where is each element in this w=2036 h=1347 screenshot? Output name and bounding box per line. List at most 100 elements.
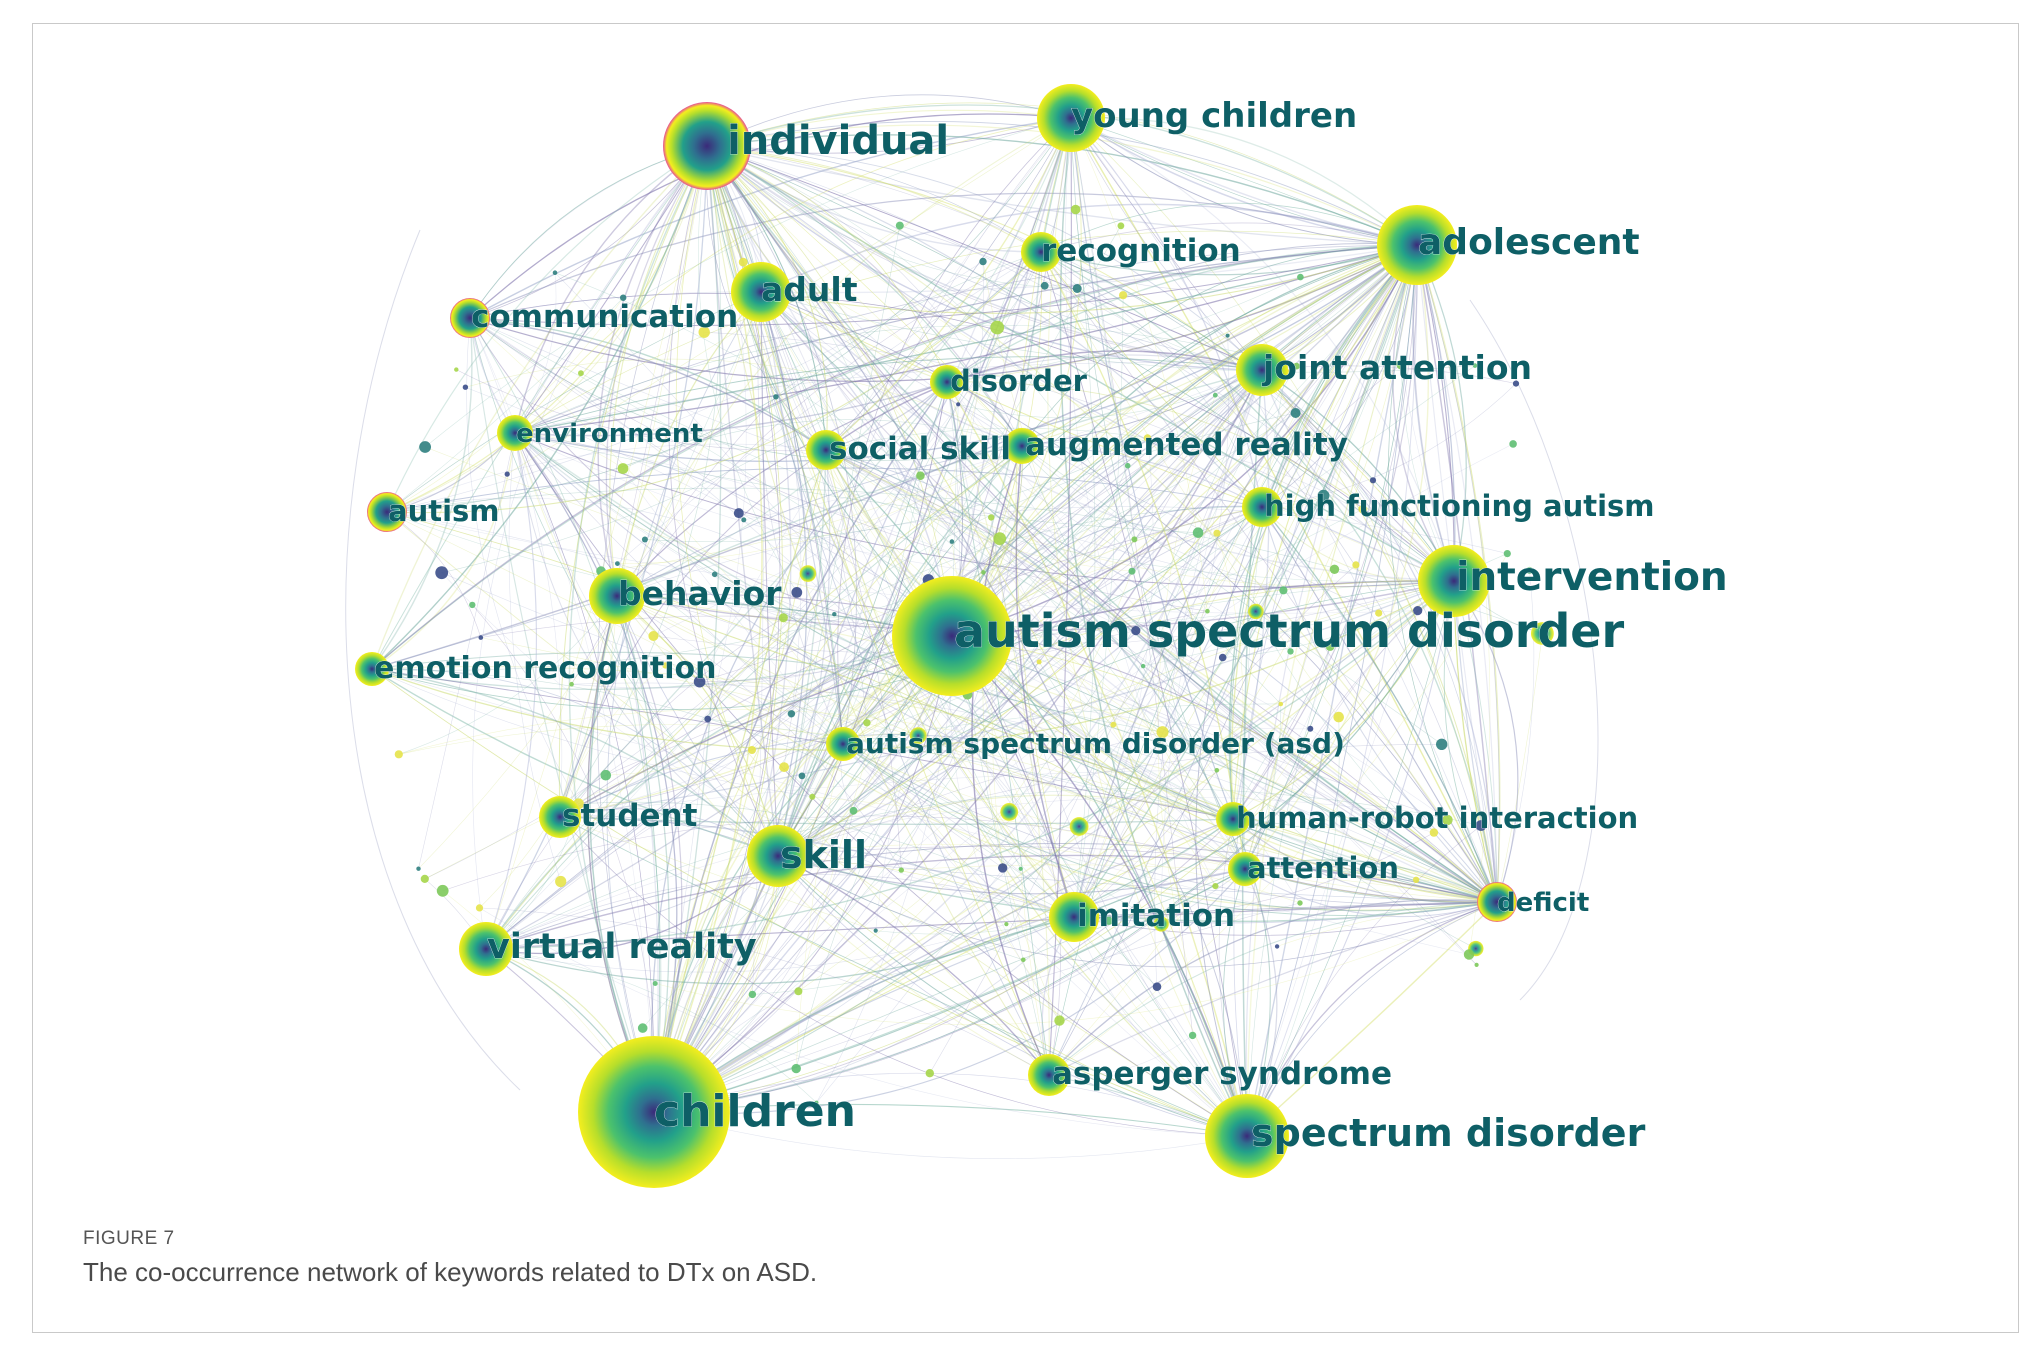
network-edge — [706, 145, 1050, 1076]
network-edge — [706, 145, 1455, 582]
network-edge — [1073, 901, 1498, 936]
network-edge — [760, 291, 844, 745]
minor-keyword-node — [748, 746, 756, 754]
network-edge — [485, 855, 779, 950]
network-edge — [706, 145, 1075, 918]
network-edge — [386, 145, 708, 513]
minor-keyword-node — [791, 1063, 801, 1074]
network-edge — [1073, 770, 1218, 918]
keyword-node-autism — [367, 492, 407, 532]
network-edge — [559, 734, 1234, 820]
network-edge — [469, 317, 1248, 1137]
network-edge — [1040, 251, 1263, 508]
minor-keyword-node — [662, 662, 669, 669]
network-edge — [777, 855, 1248, 1137]
network-edge — [479, 907, 1248, 1137]
network-edge — [1070, 117, 1418, 246]
keyword-node-spectrum-disorder — [1205, 1094, 1289, 1178]
network-edge — [514, 145, 708, 434]
network-edge — [616, 593, 1498, 903]
label-layer: individual young children adolescent recogn… — [374, 96, 1728, 1156]
network-edge — [371, 145, 708, 670]
network-edge — [825, 350, 1263, 451]
minor-keyword-node — [1287, 648, 1294, 655]
network-edge — [469, 317, 827, 451]
network-edge — [386, 145, 708, 513]
network-edge — [371, 668, 779, 857]
keyword-node-environment — [497, 415, 533, 451]
network-edge — [706, 145, 1135, 540]
network-edge — [559, 117, 1072, 818]
network-edge — [706, 145, 1023, 447]
network-edge — [653, 580, 1455, 1113]
network-edge — [514, 432, 1163, 733]
network-edge — [760, 291, 779, 857]
network-edge — [644, 369, 1263, 543]
network-edge — [554, 272, 1246, 870]
network-edge — [653, 506, 1263, 1113]
network-edge — [469, 317, 1060, 1021]
network-edge — [441, 572, 1075, 918]
network-edge — [714, 574, 1248, 1137]
network-edge — [653, 868, 1246, 1113]
keyword-label-high-functioning-autism: high functioning autism — [1264, 489, 1655, 523]
network-edge — [609, 145, 708, 597]
network-edge — [485, 788, 1482, 950]
network-edge — [559, 665, 666, 818]
network-edge — [616, 580, 1455, 632]
network-edge — [946, 381, 1477, 966]
network-edge — [706, 145, 1498, 903]
network-edge — [653, 465, 1129, 1113]
minor-keyword-node — [1143, 434, 1152, 442]
minor-keyword-node — [787, 710, 796, 718]
network-edge — [1073, 244, 1418, 918]
keyword-label-joint-attention: joint attention — [1261, 348, 1532, 387]
network-edge — [1038, 661, 1246, 870]
network-edge — [825, 449, 1246, 870]
minor-keyword-node — [741, 517, 747, 523]
network-edge — [1161, 901, 1498, 925]
network-edge — [951, 635, 1498, 903]
network-edge — [1073, 209, 1096, 918]
network-edge — [795, 743, 844, 1069]
network-edge — [1065, 117, 1216, 887]
network-edge — [653, 1103, 1248, 1137]
keyword-label-spectrum-disorder: spectrum disorder — [1251, 1111, 1646, 1155]
minor-keyword-node — [578, 370, 584, 377]
minor-keyword-node — [993, 532, 1007, 545]
network-edge — [1040, 251, 1301, 291]
network-edge — [706, 145, 948, 383]
network-edge — [825, 449, 1477, 966]
network-edge — [1244, 244, 1418, 870]
minor-keyword-node — [1325, 641, 1335, 651]
network-edge — [514, 272, 557, 434]
network-edge — [825, 449, 1498, 903]
keyword-node-asperger-syndrome — [1028, 1054, 1070, 1096]
keyword-node-adult — [731, 262, 791, 322]
keyword-label-adult: adult — [761, 270, 858, 309]
network-edge — [665, 665, 1075, 918]
network-edge — [777, 445, 1023, 857]
network-edge — [706, 145, 1023, 447]
network-edge — [798, 244, 1418, 992]
network-edge — [485, 923, 1007, 973]
minor-keyword-node — [462, 384, 469, 390]
network-edge — [1453, 580, 1498, 903]
network-edge — [371, 145, 708, 670]
network-edge — [777, 506, 1263, 857]
minor-keyword-node — [773, 394, 779, 400]
network-edge — [706, 145, 1263, 371]
network-edge — [1246, 901, 1498, 1137]
network-edge — [777, 855, 1248, 1137]
network-edge — [706, 145, 1078, 289]
network-edge — [558, 145, 708, 818]
keyword-label-imitation: imitation — [1077, 898, 1235, 934]
network-edge — [825, 449, 1248, 1137]
network-edge — [617, 251, 1042, 564]
minor-keyword-node — [1352, 561, 1360, 569]
minor-keyword-node — [615, 561, 620, 566]
minor-keyword-node — [863, 719, 871, 727]
network-edge — [1453, 580, 1519, 903]
network-edge — [1048, 117, 1072, 1076]
network-edge — [816, 244, 1418, 1103]
